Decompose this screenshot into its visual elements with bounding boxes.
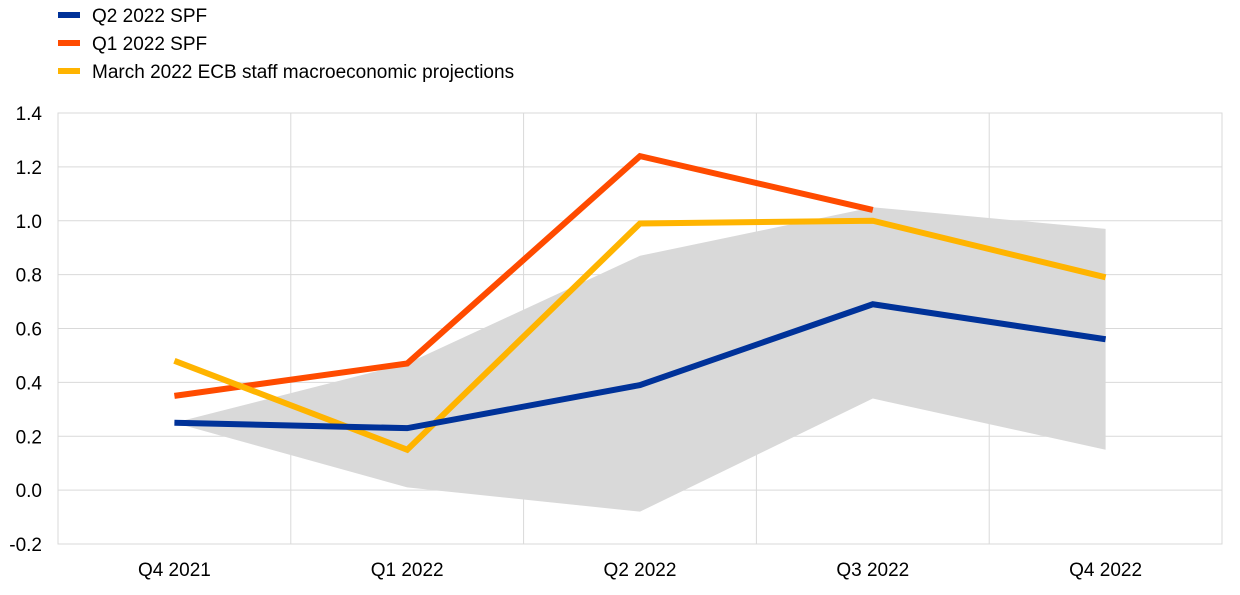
legend-item: Q1 2022 SPF <box>58 34 207 55</box>
y-tick-label: 1.0 <box>16 212 42 233</box>
x-tick-label: Q2 2022 <box>604 560 677 581</box>
y-tick-label: 0.2 <box>16 427 42 448</box>
x-axis: Q4 2021 Q1 2022 Q2 2022 Q3 2022 Q4 2022 <box>138 560 1142 581</box>
y-tick-label: 1.4 <box>16 104 43 125</box>
legend-swatch <box>58 68 80 74</box>
x-tick-label: Q1 2022 <box>371 560 444 581</box>
legend-item: March 2022 ECB staff macroeconomic proje… <box>58 62 514 83</box>
y-tick-label: -0.2 <box>9 535 42 556</box>
y-tick-label: 0.6 <box>16 320 42 341</box>
x-tick-label: Q4 2021 <box>138 560 211 581</box>
x-tick-label: Q4 2022 <box>1069 560 1142 581</box>
x-tick-label: Q3 2022 <box>836 560 909 581</box>
legend-label: March 2022 ECB staff macroeconomic proje… <box>92 62 514 83</box>
y-tick-label: 0.8 <box>16 266 42 287</box>
legend-label: Q1 2022 SPF <box>92 34 207 55</box>
y-tick-label: 0.4 <box>16 373 43 394</box>
legend-swatch <box>58 40 80 46</box>
legend-item: Q2 2022 SPF <box>58 6 207 27</box>
y-axis: -0.2 0.0 0.2 0.4 0.6 0.8 1.0 1.2 1.4 <box>9 104 42 556</box>
y-tick-label: 0.0 <box>16 481 42 502</box>
legend-label: Q2 2022 SPF <box>92 6 207 27</box>
y-tick-label: 1.2 <box>16 158 42 179</box>
legend-swatch <box>58 12 80 18</box>
legend: Q2 2022 SPF Q1 2022 SPF March 2022 ECB sta… <box>58 6 514 83</box>
